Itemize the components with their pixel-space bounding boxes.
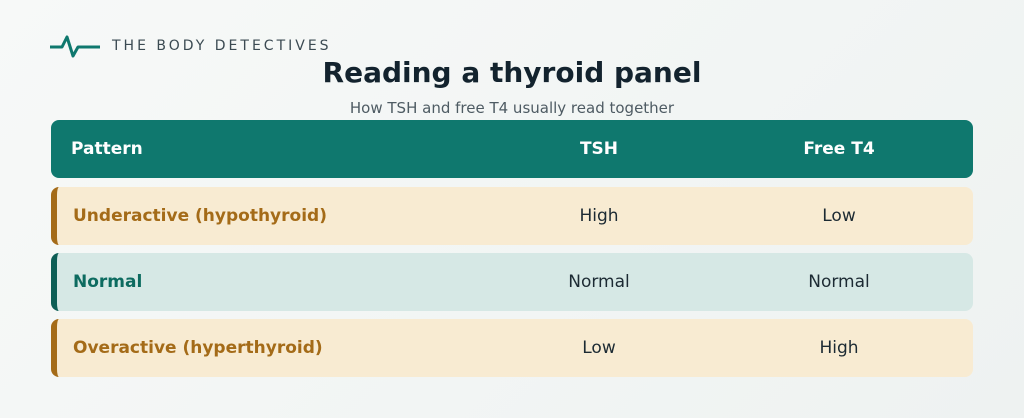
pattern-cell: Overactive (hyperthyroid) [73,338,323,358]
cell: Low [582,338,616,358]
pattern-cell: Underactive (hypothyroid) [73,206,327,226]
table-row: Overactive (hyperthyroid) Low High [51,319,973,377]
cell: Normal [568,272,630,292]
table-row: Normal Normal Normal [51,253,973,311]
table-header: Pattern TSH Free T4 [51,120,973,178]
brand: THE BODY DETECTIVES [50,34,332,58]
cell: Normal [808,272,870,292]
logo-icon [50,35,100,58]
cell: Low [822,206,856,226]
title: Reading a thyroid panel [322,56,702,89]
header-cell: Free T4 [803,139,875,159]
header-cell: Pattern [71,139,143,159]
header-cell: TSH [579,139,619,159]
cell: High [819,338,859,358]
cell: High [579,206,619,226]
pattern-cell: Normal [73,272,143,292]
table-row: Underactive (hypothyroid) High Low [51,187,973,245]
subtitle: How TSH and free T4 usually read togethe… [349,99,675,117]
brand-name: THE BODY DETECTIVES [112,38,332,54]
